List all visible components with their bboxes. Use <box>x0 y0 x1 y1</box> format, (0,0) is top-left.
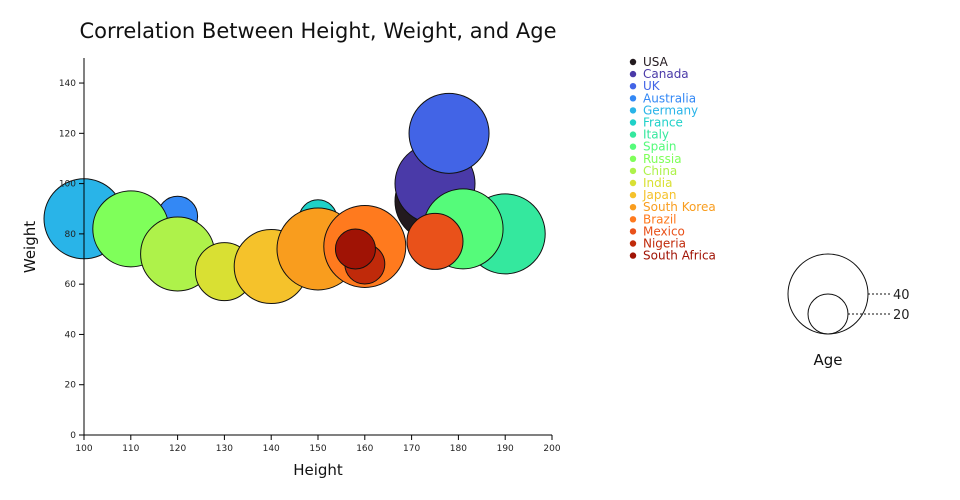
legend-item-label: Brazil <box>643 212 677 226</box>
legend-item-label: India <box>643 176 672 190</box>
legend-marker <box>629 58 637 66</box>
legend-item-label: Canada <box>643 67 689 81</box>
legend-item-label: Mexico <box>643 224 685 238</box>
size-legend-title: Age <box>813 351 842 369</box>
legend-item-label: UK <box>643 79 661 93</box>
x-tick-label: 160 <box>356 444 373 454</box>
legend-item-label: Nigeria <box>643 237 686 251</box>
x-tick-label: 200 <box>543 444 560 454</box>
x-tick-label: 120 <box>169 444 186 454</box>
bubble-uk <box>408 92 490 174</box>
legend-item-label: China <box>643 164 677 178</box>
x-tick-label: 100 <box>75 444 92 454</box>
legend-marker <box>629 131 637 138</box>
legend-item-label: Japan <box>642 188 676 202</box>
legend-item-label: Spain <box>643 140 677 154</box>
legend-marker <box>629 228 637 235</box>
x-tick-label: 170 <box>403 444 420 454</box>
legend: USACanadaUKAustraliaGermanyFranceItalySp… <box>629 55 716 263</box>
legend-item-label: South Africa <box>643 249 716 263</box>
y-tick-label: 120 <box>59 129 76 139</box>
legend-marker <box>629 204 637 211</box>
legend-item-label: Australia <box>643 91 696 105</box>
x-tick-label: 150 <box>309 444 326 454</box>
size-legend-label: 20 <box>893 308 910 323</box>
axes: 100 110 120 130 140 150 160 170 180 190 200 0 20 40 60… <box>59 58 561 454</box>
legend-marker <box>629 155 637 162</box>
legend-marker <box>629 143 637 150</box>
plot-area <box>43 92 546 305</box>
x-tick-label: 180 <box>450 444 467 454</box>
legend-marker <box>629 83 637 90</box>
x-tick-label: 110 <box>122 444 139 454</box>
y-tick-label: 40 <box>65 330 77 340</box>
legend-item-label: Italy <box>643 128 669 142</box>
y-tick-label: 20 <box>65 381 77 391</box>
x-tick-label: 140 <box>263 444 280 454</box>
legend-item-label: USA <box>643 55 669 69</box>
x-tick-label: 190 <box>497 444 514 454</box>
y-axis-label: Weight <box>21 221 39 273</box>
legend-marker <box>629 179 637 187</box>
legend-marker <box>629 95 637 102</box>
legend-item-label: Russia <box>643 152 682 166</box>
legend-item-label: South Korea <box>643 200 716 214</box>
legend-marker <box>629 240 637 247</box>
y-tick-label: 80 <box>65 230 77 240</box>
legend-marker <box>629 252 637 259</box>
legend-marker <box>629 216 637 223</box>
y-tick-label: 140 <box>59 79 76 89</box>
chart-title: Correlation Between Height, Weight, and … <box>79 19 556 43</box>
legend-item-label: France <box>643 116 683 130</box>
y-tick-label: 60 <box>65 280 77 290</box>
legend-item-label: Germany <box>643 103 698 117</box>
legend-marker <box>629 70 637 78</box>
x-tick-label: 130 <box>216 444 233 454</box>
size-legend-circle <box>807 293 849 335</box>
legend-marker <box>629 107 637 114</box>
size-legend-label: 40 <box>893 288 910 303</box>
legend-marker <box>629 191 637 199</box>
legend-marker <box>629 119 637 126</box>
legend-marker <box>629 167 637 175</box>
x-axis-label: Height <box>293 461 343 479</box>
y-tick-label: 0 <box>70 431 76 441</box>
bubble-south-africa <box>334 228 376 270</box>
bubble-mexico <box>406 212 464 270</box>
y-tick-label: 100 <box>59 180 76 190</box>
